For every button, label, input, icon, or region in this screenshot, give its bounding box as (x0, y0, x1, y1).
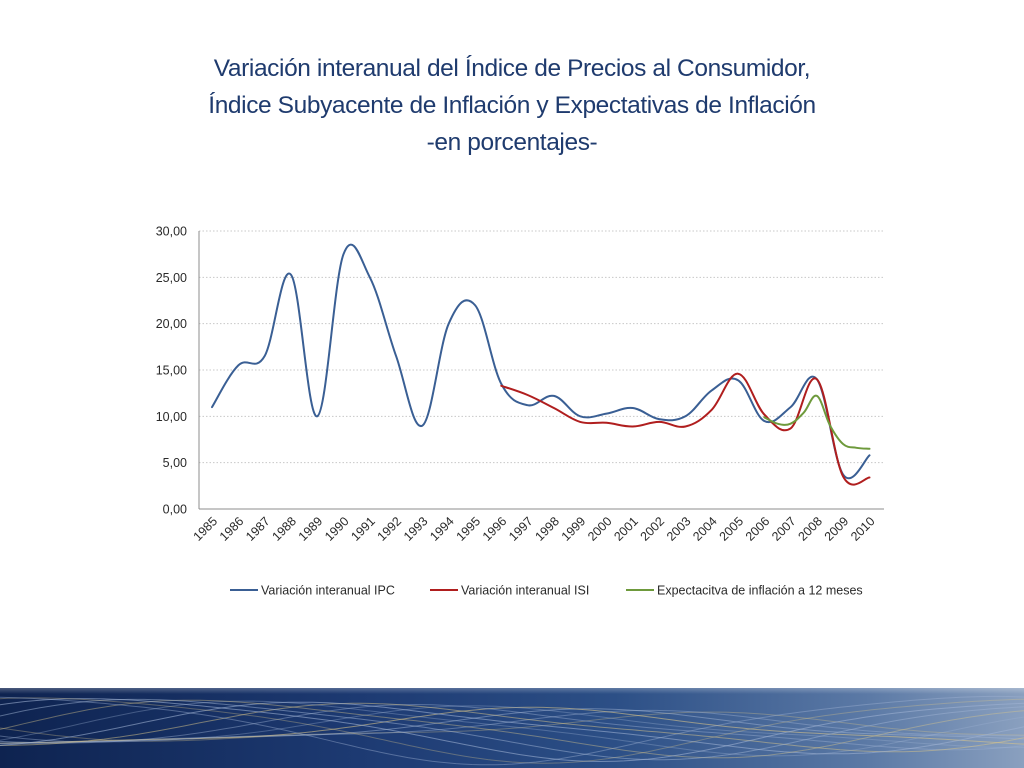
y-tick-label: 25,00 (156, 271, 187, 285)
x-tick-label: 1990 (322, 514, 352, 544)
x-tick-label: 1999 (559, 514, 589, 544)
decorative-banner (0, 688, 1024, 768)
chart-axes (198, 231, 884, 510)
x-tick-label: 1989 (296, 514, 326, 544)
y-tick-label: 30,00 (156, 225, 187, 239)
x-tick-label: 2002 (638, 514, 668, 544)
x-tick-label: 1993 (401, 514, 431, 544)
x-tick-label: 2007 (769, 514, 799, 544)
x-tick-label: 2008 (795, 514, 825, 544)
chart-legend: Variación interanual IPC Variación intera… (230, 584, 863, 598)
legend-label: Expectacitva de inflación a 12 meses (657, 584, 863, 598)
y-axis-ticks: 0,00 5,00 10,00 15,00 20,00 25,00 30,00 (156, 225, 187, 517)
x-tick-label: 1987 (243, 514, 273, 544)
legend-item-expectativa: Expectacitva de inflación a 12 meses (626, 584, 863, 598)
chart-grid (199, 230, 884, 464)
y-tick-label: 0,00 (163, 503, 187, 517)
y-tick-label: 10,00 (156, 410, 187, 424)
legend-item-isi: Variación interanual ISI (430, 584, 589, 598)
x-tick-label: 1994 (427, 514, 457, 544)
slide-title-line-3: -en porcentajes- (426, 129, 598, 157)
x-tick-label: 2010 (848, 514, 878, 544)
x-tick-label: 1985 (191, 514, 221, 544)
chart-series (211, 243, 871, 486)
x-tick-label: 1992 (375, 514, 405, 544)
x-tick-label: 1991 (348, 514, 378, 544)
x-tick-label: 2005 (717, 514, 747, 544)
x-tick-label: 1996 (480, 514, 510, 544)
series-line-isi (500, 372, 871, 486)
x-tick-label: 1986 (217, 514, 247, 544)
y-tick-label: 20,00 (156, 317, 187, 331)
slide-title-line-1: Variación interanual del Índice de Preci… (213, 55, 811, 83)
legend-item-ipc: Variación interanual IPC (230, 584, 395, 598)
x-tick-label: 2009 (822, 514, 852, 544)
y-tick-label: 15,00 (156, 364, 187, 378)
x-tick-label: 2001 (611, 514, 641, 544)
series-line-expectativa (763, 394, 871, 450)
slide-title: Variación interanual del Índice de Preci… (0, 50, 1024, 161)
y-tick-label: 5,00 (163, 456, 187, 470)
x-tick-label: 2000 (585, 514, 615, 544)
x-tick-label: 1998 (532, 514, 562, 544)
legend-label: Variación interanual ISI (461, 584, 589, 598)
x-tick-label: 1988 (269, 514, 299, 544)
x-axis-ticks: 1985198619871988198919901991199219931994… (191, 514, 878, 544)
x-tick-label: 2006 (743, 514, 773, 544)
legend-label: Variación interanual IPC (261, 584, 395, 598)
x-tick-label: 2004 (690, 514, 720, 544)
series-line-ipc (211, 243, 871, 479)
x-tick-label: 1997 (506, 514, 536, 544)
x-tick-label: 1995 (454, 514, 484, 544)
x-tick-label: 2003 (664, 514, 694, 544)
slide-title-line-2: Índice Subyacente de Inflación y Expecta… (208, 92, 816, 120)
